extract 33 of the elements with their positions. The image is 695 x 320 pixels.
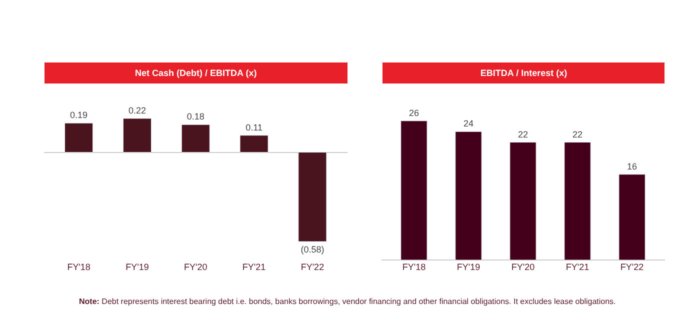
x-tick-label: FY'18	[402, 262, 426, 272]
data-label: 22	[518, 129, 528, 140]
data-label: 0.22	[128, 105, 146, 116]
bar	[298, 152, 327, 242]
bar	[122, 118, 152, 153]
bar	[510, 142, 536, 260]
bar	[564, 142, 591, 260]
x-tick-label: FY'21	[566, 262, 590, 272]
bar	[455, 131, 482, 260]
bar	[181, 124, 210, 153]
bar	[618, 174, 646, 260]
bar	[240, 135, 268, 153]
x-tick-label: FY'22	[300, 262, 324, 272]
data-label: 26	[408, 108, 419, 118]
chart-title: EBITDA / Interest (x)	[480, 68, 568, 78]
x-tick-label: FY'20	[511, 262, 535, 272]
bar	[64, 122, 94, 153]
text: Note: Debt represents interest bearing debt i.e. bonds, banks borrowings, vendor financing and other financial obligations. It excludes lease obligations.	[79, 297, 616, 306]
x-tick-label: FY'21	[242, 262, 266, 272]
data-label: 0.18	[186, 112, 204, 122]
data-label: 16	[627, 161, 638, 172]
x-tick-label: FY'18	[67, 262, 90, 272]
x-tick-label: FY'19	[456, 262, 480, 272]
data-label: 0.11	[246, 122, 262, 132]
bar	[400, 120, 428, 260]
x-tick-label: FY'19	[126, 262, 149, 272]
data-label: 0.19	[70, 110, 88, 120]
x-tick-label: FY'22	[620, 262, 644, 272]
x-tick-label: FY'20	[184, 262, 208, 272]
chart-title: Net Cash (Debt) / EBITDA (x)	[135, 68, 257, 78]
data-label: 22	[572, 129, 583, 140]
data-label: 24	[463, 118, 474, 129]
data-label: (0.58)	[300, 244, 324, 255]
